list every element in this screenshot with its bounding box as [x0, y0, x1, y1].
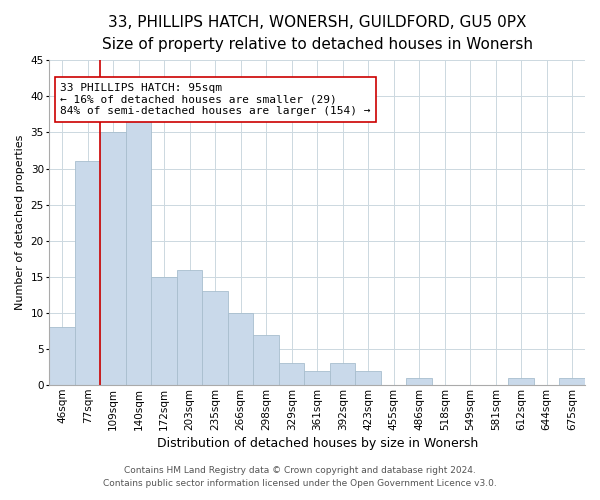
Text: 33 PHILLIPS HATCH: 95sqm
← 16% of detached houses are smaller (29)
84% of semi-d: 33 PHILLIPS HATCH: 95sqm ← 16% of detach… — [60, 83, 371, 116]
Bar — [49, 328, 75, 385]
Bar — [406, 378, 432, 385]
Bar — [202, 292, 228, 385]
Y-axis label: Number of detached properties: Number of detached properties — [15, 135, 25, 310]
Bar — [559, 378, 585, 385]
Bar — [75, 162, 100, 385]
Bar — [177, 270, 202, 385]
Title: 33, PHILLIPS HATCH, WONERSH, GUILDFORD, GU5 0PX
Size of property relative to det: 33, PHILLIPS HATCH, WONERSH, GUILDFORD, … — [101, 15, 533, 52]
Text: Contains HM Land Registry data © Crown copyright and database right 2024.
Contai: Contains HM Land Registry data © Crown c… — [103, 466, 497, 487]
Bar — [126, 118, 151, 385]
Bar — [304, 370, 330, 385]
Bar — [330, 364, 355, 385]
Bar — [253, 334, 279, 385]
Bar — [228, 313, 253, 385]
Bar — [508, 378, 534, 385]
Bar — [279, 364, 304, 385]
Bar — [100, 132, 126, 385]
Bar — [151, 277, 177, 385]
X-axis label: Distribution of detached houses by size in Wonersh: Distribution of detached houses by size … — [157, 437, 478, 450]
Bar — [355, 370, 381, 385]
